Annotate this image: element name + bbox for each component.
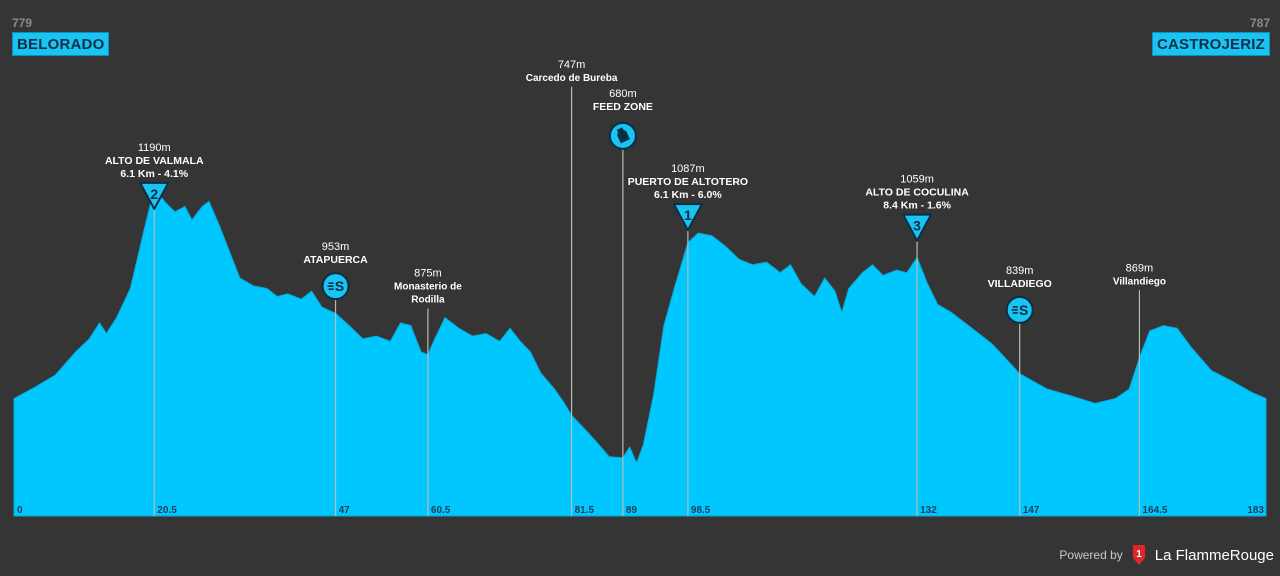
waypoint-elevation: 839m <box>1006 265 1034 277</box>
climb-category-number: 1 <box>684 207 692 223</box>
waypoint-name: Villandiego <box>1113 276 1166 287</box>
waypoint-name: ATAPUERCA <box>303 254 368 266</box>
waypoint-name: FEED ZONE <box>593 101 653 113</box>
climb-detail: 8.4 Km - 1.6% <box>883 200 951 212</box>
climb-category-marker <box>139 181 170 210</box>
x-tick-label: 20.5 <box>157 505 177 516</box>
sprint-marker <box>321 272 350 301</box>
x-tick-label: 183 <box>1247 505 1264 516</box>
bottle-icon <box>616 127 630 144</box>
finish-name: CASTROJERIZ <box>1151 32 1270 56</box>
waypoint-elevation: 747m <box>558 59 586 71</box>
climb-category-marker <box>902 213 933 242</box>
x-tick-label: 60.5 <box>431 505 451 516</box>
waypoint-elevation: 1087m <box>671 163 705 175</box>
sprint-marker <box>1005 295 1034 324</box>
start-altitude: 779 <box>12 16 33 30</box>
waypoint-name: Carcedo de Bureba <box>526 73 618 84</box>
x-tick-label: 89 <box>626 505 638 516</box>
climb-detail: 6.1 Km - 4.1% <box>120 168 188 180</box>
x-tick-label: 164.5 <box>1142 505 1167 516</box>
waypoint-elevation: 1190m <box>138 142 171 154</box>
waypoint-name: ALTO DE COCULINA <box>865 187 969 199</box>
flamme-rouge-logo-icon: 1 <box>1132 545 1145 565</box>
finish-location: 787 CASTROJERIZ <box>1151 16 1270 56</box>
waypoint-name: Monasterio de <box>394 282 462 293</box>
x-tick-label: 98.5 <box>691 505 711 516</box>
climb-category-marker <box>672 203 703 232</box>
x-tick-label: 0 <box>17 505 23 516</box>
sprint-s-icon: S <box>335 278 344 294</box>
waypoint-name: VILLADIEGO <box>988 278 1052 290</box>
svg-text:1: 1 <box>1136 549 1142 560</box>
finish-altitude: 787 <box>1249 16 1270 30</box>
footer-branding: Powered by 1 La FlammeRouge <box>1059 545 1274 565</box>
powered-by-text: Powered by <box>1059 548 1123 562</box>
waypoint-elevation: 869m <box>1126 262 1154 274</box>
waypoint-elevation: 1059m <box>900 174 934 186</box>
start-name: BELORADO <box>12 32 110 56</box>
waypoint-elevation: 875m <box>414 268 442 280</box>
elevation-profile-area <box>13 186 1267 517</box>
waypoint-elevation: 680m <box>609 88 637 100</box>
sprint-s-icon: S <box>1019 302 1028 318</box>
climb-category-number: 2 <box>150 186 158 202</box>
waypoint-elevation: 953m <box>322 241 350 253</box>
climb-detail: 6.1 Km - 6.0% <box>654 189 722 201</box>
waypoint-name: ALTO DE VALMALA <box>105 155 204 167</box>
climb-category-number: 3 <box>913 218 921 234</box>
sprint-speed-lines-icon <box>327 282 334 290</box>
x-tick-label: 47 <box>339 505 351 516</box>
brand-name: La FlammeRouge <box>1154 546 1274 564</box>
x-tick-label: 147 <box>1023 505 1040 516</box>
waypoint-name-line2: Rodilla <box>411 295 445 306</box>
x-tick-label: 81.5 <box>575 505 595 516</box>
x-tick-label: 132 <box>920 505 937 516</box>
start-location: 779 BELORADO <box>12 16 110 56</box>
sprint-speed-lines-icon <box>1011 306 1018 314</box>
waypoint-name: PUERTO DE ALTOTERO <box>628 176 748 188</box>
